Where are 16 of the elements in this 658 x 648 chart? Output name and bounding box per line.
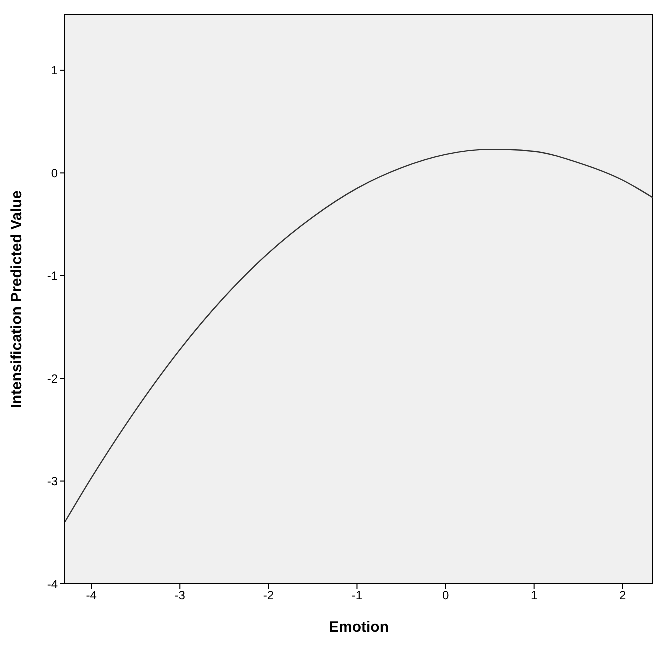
x-tick-label: -4 (86, 588, 98, 603)
y-tick-label: 1 (51, 64, 58, 78)
x-tick-label: 2 (620, 588, 627, 603)
y-tick-label: -3 (47, 474, 58, 489)
x-tick-label: 0 (442, 588, 450, 603)
y-tick-label: 0 (51, 166, 58, 180)
y-tick-label: -2 (47, 372, 58, 386)
x-tick-label: -1 (352, 588, 363, 603)
x-axis-title: Emotion (329, 619, 389, 636)
x-tick-label: -2 (263, 588, 274, 603)
x-tick-label: 1 (530, 588, 538, 603)
x-tick-label: -3 (174, 588, 186, 603)
y-tick-label: -1 (47, 269, 58, 284)
line-series (65, 148, 653, 523)
y-tick-label: -4 (47, 577, 58, 592)
y-axis-title: Intensification Predicted Value (8, 190, 26, 408)
